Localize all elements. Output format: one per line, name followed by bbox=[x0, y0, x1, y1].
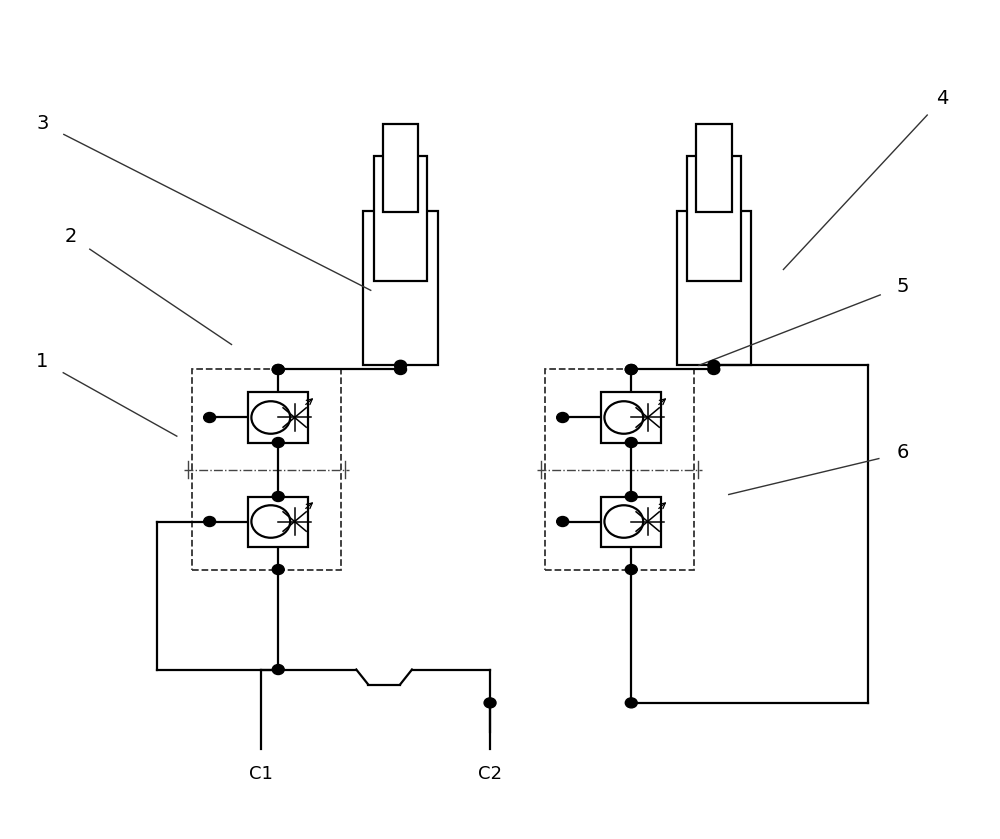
Circle shape bbox=[272, 364, 284, 374]
Text: 4: 4 bbox=[936, 89, 949, 108]
Text: C1: C1 bbox=[249, 764, 273, 783]
Bar bbox=[696, 123, 732, 212]
Bar bbox=[545, 369, 694, 570]
Text: 3: 3 bbox=[36, 114, 49, 133]
Circle shape bbox=[272, 437, 284, 447]
Bar bbox=[248, 497, 308, 546]
Bar bbox=[677, 211, 751, 365]
Circle shape bbox=[604, 505, 643, 538]
Circle shape bbox=[395, 360, 407, 370]
Circle shape bbox=[484, 698, 496, 708]
Circle shape bbox=[272, 364, 284, 374]
Bar bbox=[601, 497, 661, 546]
Circle shape bbox=[625, 698, 637, 708]
Circle shape bbox=[272, 492, 284, 502]
Bar bbox=[248, 393, 308, 442]
Text: 1: 1 bbox=[36, 352, 49, 371]
Circle shape bbox=[557, 413, 569, 423]
Text: 5: 5 bbox=[897, 277, 909, 295]
Circle shape bbox=[204, 517, 216, 527]
Circle shape bbox=[557, 517, 569, 527]
Text: 6: 6 bbox=[897, 443, 909, 462]
Circle shape bbox=[708, 364, 720, 374]
Circle shape bbox=[395, 364, 407, 374]
Circle shape bbox=[204, 413, 216, 423]
Circle shape bbox=[604, 401, 643, 434]
Circle shape bbox=[625, 492, 637, 502]
Bar bbox=[374, 156, 427, 281]
Circle shape bbox=[272, 664, 284, 675]
Text: 2: 2 bbox=[64, 227, 77, 246]
Circle shape bbox=[708, 360, 720, 370]
Bar bbox=[601, 393, 661, 442]
Bar bbox=[687, 156, 741, 281]
Bar bbox=[363, 211, 438, 365]
Circle shape bbox=[625, 364, 637, 374]
Circle shape bbox=[625, 364, 637, 374]
Circle shape bbox=[251, 401, 290, 434]
Circle shape bbox=[625, 565, 637, 575]
Text: C2: C2 bbox=[478, 764, 502, 783]
Bar bbox=[192, 369, 341, 570]
Bar bbox=[383, 123, 418, 212]
Circle shape bbox=[625, 437, 637, 447]
Circle shape bbox=[251, 505, 290, 538]
Circle shape bbox=[272, 565, 284, 575]
